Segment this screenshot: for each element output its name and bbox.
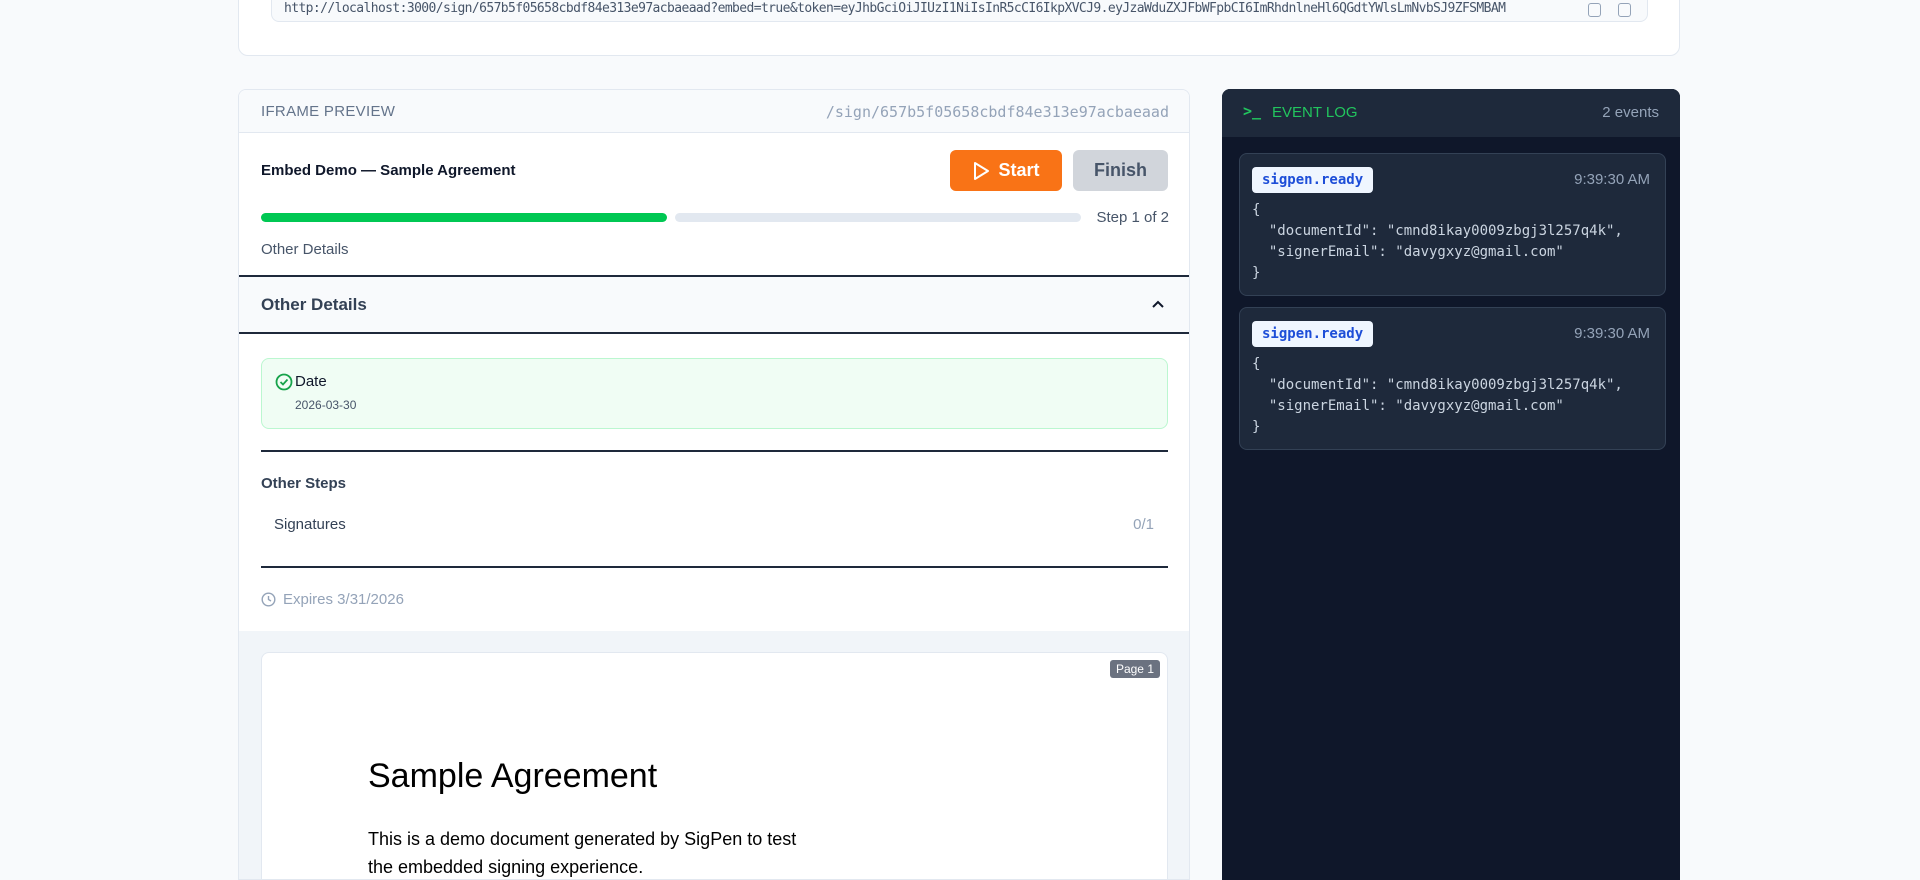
- document-title: Embed Demo — Sample Agreement: [261, 162, 516, 179]
- document-viewer: Page 1 Sample Agreement This is a demo d…: [239, 631, 1189, 879]
- event-time: 9:39:30 AM: [1574, 325, 1650, 342]
- document-paragraph-line: This is a demo document generated by Sig…: [368, 829, 797, 849]
- step-item-signatures[interactable]: Signatures 0/1: [261, 510, 1168, 540]
- progress-segment-pending: [675, 213, 1081, 222]
- play-icon: [974, 161, 990, 180]
- document-page: Page 1 Sample Agreement This is a demo d…: [261, 652, 1168, 879]
- copy-icon[interactable]: [1588, 3, 1601, 17]
- divider: [261, 566, 1168, 568]
- open-icon[interactable]: [1618, 3, 1631, 17]
- step-item-count: 0/1: [1133, 516, 1154, 533]
- iframe-path: /sign/657b5f05658cbdf84e313e97acbaeaad: [825, 103, 1169, 121]
- event-log-panel: >_ EVENT LOG 2 events sigpen.ready 9:39:…: [1222, 89, 1680, 880]
- check-circle-icon: [275, 373, 293, 391]
- section-header-other-details[interactable]: Other Details: [239, 277, 1189, 334]
- iframe-preview-header: IFRAME PREVIEW /sign/657b5f05658cbdf84e3…: [239, 90, 1189, 133]
- embed-url-field[interactable]: http://localhost:3000/sign/657b5f05658cb…: [271, 0, 1648, 22]
- event-payload: { "documentId": "cmnd8ikay0009zbgj3l257q…: [1252, 356, 1623, 435]
- document-heading: Sample Agreement: [368, 757, 658, 795]
- event-card: sigpen.ready 9:39:30 AM { "documentId": …: [1239, 307, 1666, 450]
- event-time: 9:39:30 AM: [1574, 171, 1650, 188]
- event-name-badge: sigpen.ready: [1252, 167, 1374, 193]
- step-item-label: Signatures: [274, 516, 346, 533]
- progress-segment-complete: [261, 213, 667, 222]
- document-paragraph-line: the embedded signing experience.: [368, 857, 644, 877]
- chevron-up-icon[interactable]: [1151, 299, 1165, 309]
- clock-icon: [261, 592, 276, 607]
- event-name-badge: sigpen.ready: [1252, 321, 1374, 347]
- event-card: sigpen.ready 9:39:30 AM { "documentId": …: [1239, 153, 1666, 296]
- other-steps-title: Other Steps: [261, 475, 347, 492]
- start-button[interactable]: Start: [950, 150, 1062, 191]
- field-label: Date: [295, 373, 327, 390]
- finish-label: Finish: [1094, 160, 1147, 180]
- step-indicator: Step 1 of 2: [1096, 209, 1169, 226]
- section-title: Other Details: [261, 295, 367, 314]
- current-step-label: Other Details: [261, 241, 349, 258]
- iframe-preview-panel: IFRAME PREVIEW /sign/657b5f05658cbdf84e3…: [238, 89, 1190, 880]
- field-card-date[interactable]: Date 2026-03-30: [261, 358, 1168, 429]
- finish-button[interactable]: Finish: [1073, 150, 1168, 191]
- start-label: Start: [998, 160, 1040, 180]
- field-value: 2026-03-30: [295, 398, 357, 412]
- terminal-icon: >_: [1243, 102, 1262, 120]
- event-count: 2 events: [1602, 104, 1659, 121]
- embed-url-text: http://localhost:3000/sign/657b5f05658cb…: [284, 1, 1506, 16]
- event-log-header: >_ EVENT LOG 2 events: [1222, 89, 1680, 137]
- event-payload: { "documentId": "cmnd8ikay0009zbgj3l257q…: [1252, 202, 1623, 281]
- event-log-title: EVENT LOG: [1272, 104, 1358, 121]
- page-badge: Page 1: [1109, 660, 1160, 678]
- divider: [261, 450, 1168, 452]
- divider: [239, 275, 1189, 277]
- iframe-preview-label: IFRAME PREVIEW: [261, 103, 396, 120]
- expires-text: Expires 3/31/2026: [283, 591, 404, 608]
